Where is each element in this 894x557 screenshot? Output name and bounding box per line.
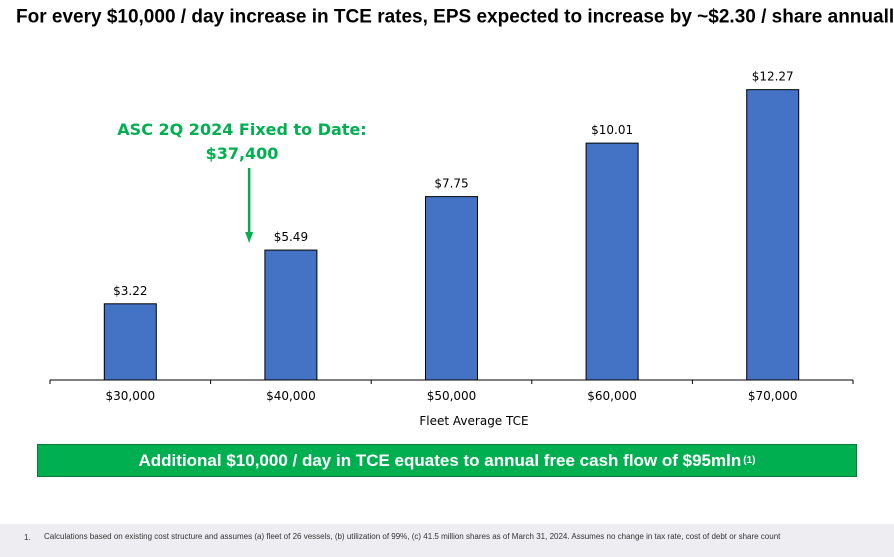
x-tick-label: $40,000	[266, 389, 316, 403]
bar	[746, 89, 800, 381]
annotation: ASC 2Q 2024 Fixed to Date: $37,400	[117, 120, 367, 243]
title-text: For every $10,000 / day increase in TCE …	[16, 6, 894, 28]
x-axis-title: Fleet Average TCE	[419, 414, 528, 428]
annotation-line1: ASC 2Q 2024 Fixed to Date:	[117, 120, 366, 139]
footnote-text: Calculations based on existing cost stru…	[44, 532, 781, 541]
x-tick-label: $60,000	[587, 389, 637, 403]
footnote-area: 1. Calculations based on existing cost s…	[0, 524, 894, 557]
bars-layer	[103, 89, 800, 381]
annotation-arrow-head	[245, 232, 254, 243]
banner-text: Additional $10,000 / day in TCE equates …	[138, 450, 742, 470]
footnote-number: 1.	[24, 533, 31, 542]
bar	[425, 196, 478, 381]
x-ticks-layer	[49, 380, 854, 384]
bar	[264, 249, 318, 381]
data-label: $5.49	[274, 230, 308, 244]
fcf-banner: Additional $10,000 / day in TCE equates …	[37, 444, 857, 477]
data-label: $3.22	[113, 284, 147, 298]
labels-layer: $3.22 $30,000 $5.49 $40,000 $7.75 $50,000 $10.…	[105, 70, 797, 403]
x-tick-label: $50,000	[427, 389, 477, 403]
data-label: $10.01	[591, 123, 633, 137]
page-title: For every $10,000 / day increase in TCE …	[16, 6, 894, 28]
bar-chart: $3.22 $30,000 $5.49 $40,000 $7.75 $50,000 $10.…	[49, 70, 854, 428]
x-tick-label: $70,000	[748, 389, 798, 403]
bar	[585, 142, 639, 381]
banner-footnote-ref: (1)	[743, 455, 756, 466]
x-tick-label: $30,000	[105, 389, 155, 403]
data-label: $7.75	[434, 177, 468, 191]
data-label: $12.27	[752, 70, 794, 84]
bar	[103, 303, 157, 381]
annotation-line2: $37,400	[206, 144, 279, 163]
